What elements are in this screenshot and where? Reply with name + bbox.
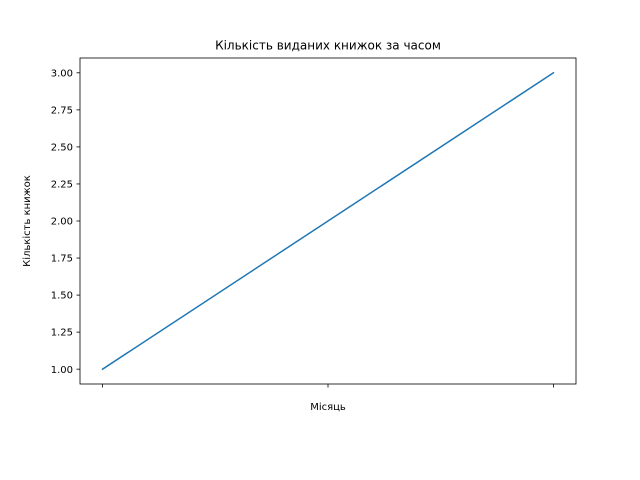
y-tick-label: 1.25 — [51, 328, 73, 339]
x-axis-ticks — [102, 384, 554, 388]
y-tick-label: 2.25 — [51, 180, 73, 191]
y-tick-label: 1.50 — [51, 291, 73, 302]
y-tick-label: 2.00 — [51, 217, 73, 228]
y-axis-ticks: 1.00 1.25 1.50 1.75 2.00 2.25 2.50 2.75 3.00 — [51, 68, 80, 376]
y-tick-label: 2.50 — [51, 143, 73, 154]
chart-title: Кількість виданих книжок за часом — [215, 39, 441, 53]
y-tick-label: 1.00 — [51, 365, 73, 376]
y-axis-label: Кількість книжок — [21, 175, 33, 267]
series-lines — [101, 71, 555, 371]
y-tick-label: 2.75 — [51, 105, 73, 116]
plot-area: 1.00 1.25 1.50 1.75 2.00 2.25 2.50 2.75 3.00 — [51, 57, 577, 388]
x-axis-label: Місяць — [310, 401, 346, 413]
y-tick-label: 3.00 — [51, 68, 73, 79]
series-line — [101, 71, 555, 371]
y-tick-label: 1.75 — [51, 254, 73, 265]
